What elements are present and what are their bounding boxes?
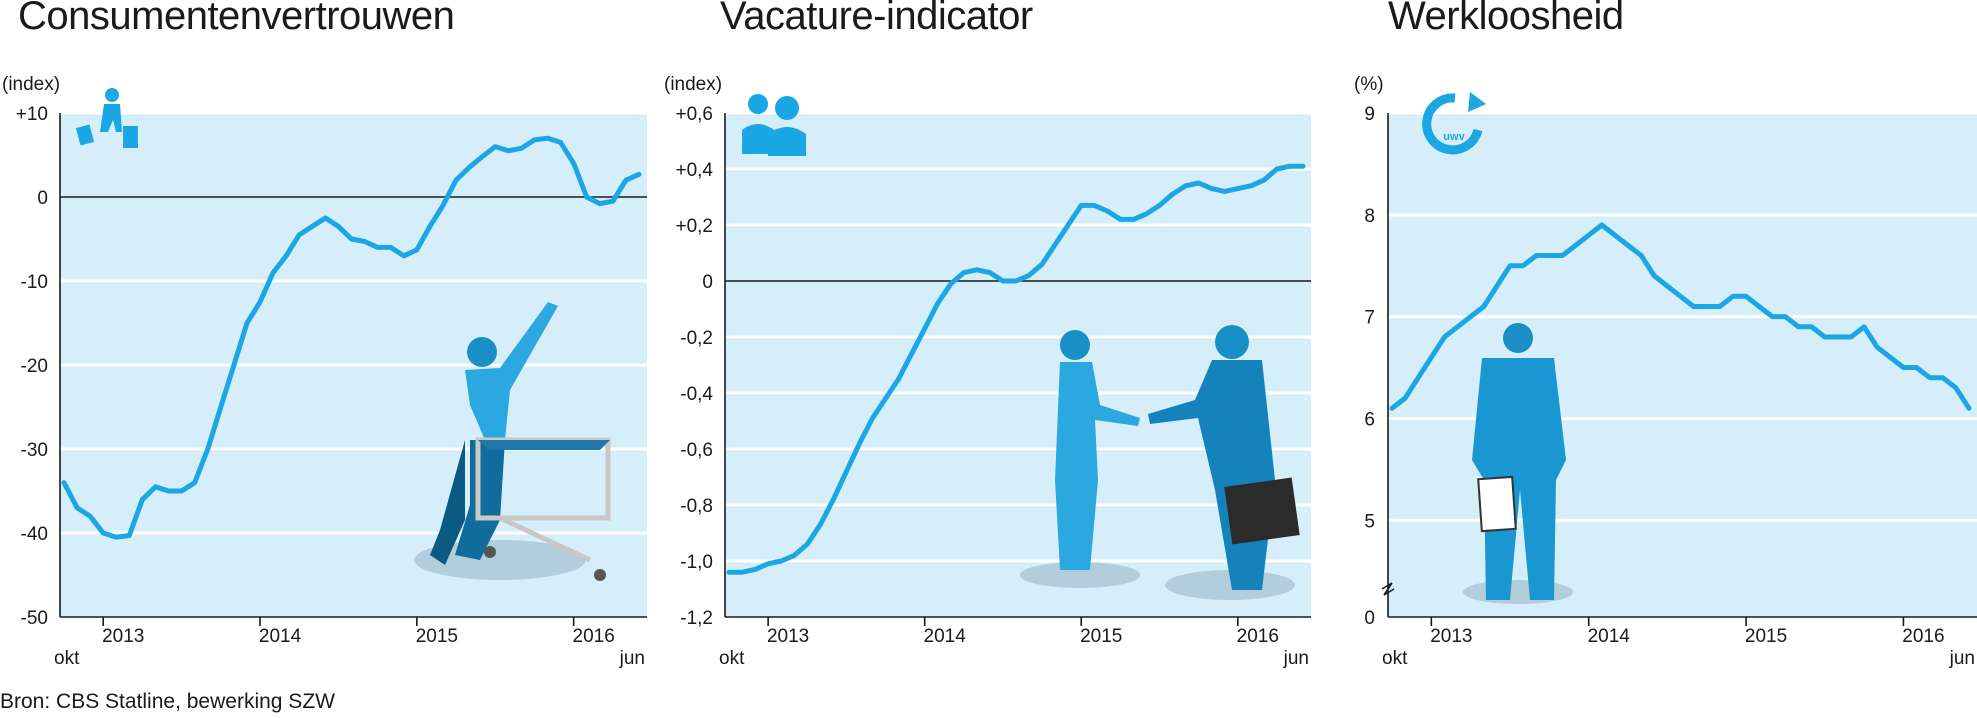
y-tick-label: 5 — [1364, 511, 1375, 532]
y-tick-label: -0,8 — [680, 496, 713, 517]
x-tick-label: 2015 — [416, 626, 458, 647]
y-unit-label-consumer-confidence: (index) — [2, 74, 61, 95]
chart-title-unemployment: Werkloosheid — [1388, 0, 1624, 38]
y-tick-label: 0 — [702, 272, 713, 293]
x-tick-label: 2015 — [1080, 626, 1122, 647]
x-tick-label: 2013 — [1430, 626, 1472, 647]
y-tick-label: +0,2 — [675, 216, 713, 237]
handshake-illustration — [1020, 325, 1300, 600]
y-tick-label: 6 — [1364, 409, 1375, 430]
x-start-label: okt — [54, 648, 80, 669]
y-tick-label: +0,6 — [675, 104, 713, 125]
y-tick-label: -30 — [21, 440, 48, 461]
uwv-logo-icon: uwv — [1422, 92, 1486, 155]
y-tick-label: -0,4 — [680, 384, 713, 405]
y-tick-label: 8 — [1364, 206, 1375, 227]
x-tick-label: 2013 — [102, 626, 144, 647]
x-end-label: jun — [1949, 648, 1975, 669]
x-start-label: okt — [719, 648, 745, 669]
y-tick-label: 7 — [1364, 308, 1375, 329]
plot-area — [1388, 113, 1977, 617]
y-tick-label: -20 — [21, 356, 48, 377]
y-tick-label: -50 — [21, 608, 48, 629]
chart-title-consumer-confidence: Consumentenvertrouwen — [18, 0, 455, 38]
y-tick-label: 0 — [1364, 608, 1375, 629]
man-with-folder-illustration — [1463, 323, 1573, 604]
source-note: Bron: CBS Statline, bewerking SZW — [0, 690, 335, 713]
y-tick-label: -10 — [21, 272, 48, 293]
y-tick-label: 0 — [37, 188, 48, 209]
y-tick-label: -40 — [21, 524, 48, 545]
x-tick-label: 2013 — [767, 626, 809, 647]
x-tick-label: 2015 — [1745, 626, 1787, 647]
x-end-label: jun — [1283, 648, 1309, 669]
y-tick-label: +0,4 — [675, 160, 713, 181]
y-tick-label: -1,0 — [680, 552, 713, 573]
y-tick-label: -0,2 — [680, 328, 713, 349]
shopper-icon — [75, 88, 138, 148]
x-end-label: jun — [619, 648, 645, 669]
x-start-label: okt — [1382, 648, 1408, 669]
y-unit-label-unemployment: (%) — [1354, 74, 1384, 95]
people-icon — [742, 94, 806, 156]
x-tick-label: 2016 — [1237, 626, 1279, 647]
chart-title-vacancy-indicator: Vacature-indicator — [720, 0, 1033, 38]
x-tick-label: 2016 — [573, 626, 615, 647]
x-tick-label: 2014 — [924, 626, 967, 647]
y-unit-label-vacancy-indicator: (index) — [664, 74, 723, 95]
y-tick-label: +10 — [16, 104, 48, 125]
x-tick-label: 2014 — [259, 626, 302, 647]
uwv-logo-text: uwv — [1443, 131, 1465, 143]
y-tick-label: -1,2 — [680, 608, 713, 629]
x-tick-label: 2014 — [1588, 626, 1631, 647]
woman-with-cart-illustration — [414, 302, 611, 581]
y-tick-label: -0,6 — [680, 440, 713, 461]
x-tick-label: 2016 — [1902, 626, 1944, 647]
y-tick-label: 9 — [1364, 104, 1375, 125]
